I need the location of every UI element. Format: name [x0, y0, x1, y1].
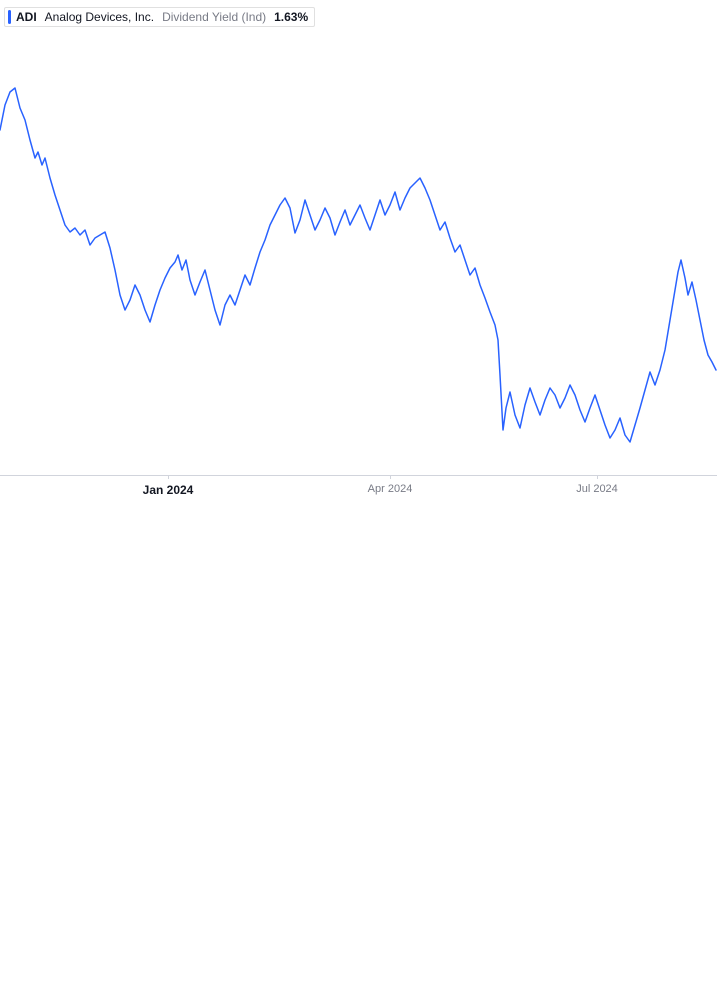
x-axis-tick — [390, 475, 391, 479]
x-axis-label: Apr 2024 — [368, 483, 413, 495]
x-axis-label: Jul 2024 — [576, 483, 618, 495]
x-axis-label: Jan 2024 — [143, 483, 194, 497]
chart-plot-area[interactable] — [0, 0, 717, 475]
x-axis-line — [0, 475, 717, 476]
x-axis-tick — [597, 475, 598, 479]
line-chart-svg — [0, 0, 717, 475]
x-axis-tick — [168, 475, 169, 479]
